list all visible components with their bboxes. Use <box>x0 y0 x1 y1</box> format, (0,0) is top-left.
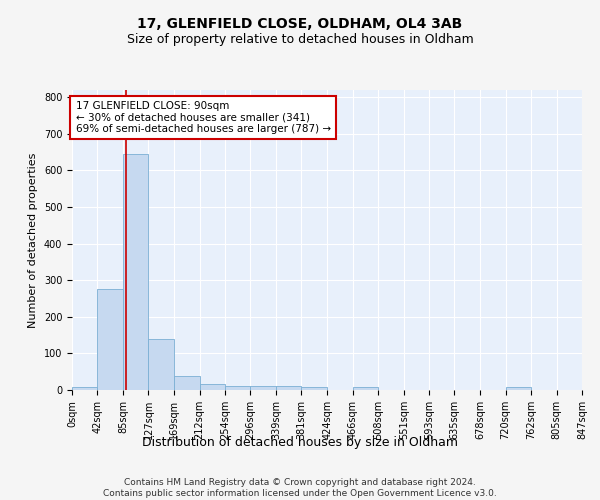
Text: Size of property relative to detached houses in Oldham: Size of property relative to detached ho… <box>127 32 473 46</box>
Text: 17 GLENFIELD CLOSE: 90sqm
← 30% of detached houses are smaller (341)
69% of semi: 17 GLENFIELD CLOSE: 90sqm ← 30% of detac… <box>76 101 331 134</box>
Y-axis label: Number of detached properties: Number of detached properties <box>28 152 38 328</box>
Bar <box>174 376 200 390</box>
Bar <box>225 386 250 390</box>
Bar <box>506 388 531 390</box>
Bar <box>353 387 378 390</box>
Bar <box>301 387 328 390</box>
Text: 17, GLENFIELD CLOSE, OLDHAM, OL4 3AB: 17, GLENFIELD CLOSE, OLDHAM, OL4 3AB <box>137 18 463 32</box>
Bar <box>250 386 276 390</box>
Bar <box>200 384 225 390</box>
Bar <box>123 154 148 390</box>
Bar <box>276 386 301 390</box>
Bar <box>148 339 174 390</box>
Bar <box>72 387 97 390</box>
Text: Distribution of detached houses by size in Oldham: Distribution of detached houses by size … <box>142 436 458 449</box>
Text: Contains HM Land Registry data © Crown copyright and database right 2024.
Contai: Contains HM Land Registry data © Crown c… <box>103 478 497 498</box>
Bar <box>97 288 123 390</box>
